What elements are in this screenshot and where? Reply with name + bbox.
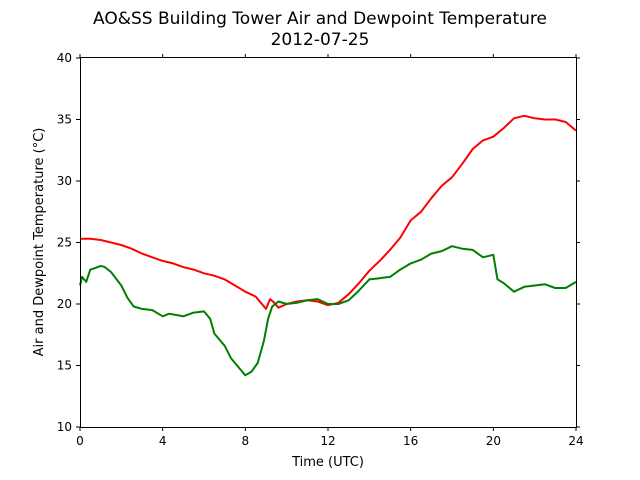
y-axis-label: Air and Dewpoint Temperature (°C) — [32, 128, 47, 357]
y-tick-label: 30 — [57, 174, 72, 188]
plot-lines — [79, 114, 577, 377]
plot-frame — [80, 57, 577, 428]
y-tick-label: 20 — [57, 297, 72, 311]
x-tick-label: 4 — [159, 434, 167, 448]
x-tick-label: 16 — [403, 434, 418, 448]
chart-subtitle: 2012-07-25 — [271, 30, 370, 50]
y-tick-label: 15 — [57, 359, 72, 373]
series-line-1 — [80, 114, 577, 310]
y-axis: 10 15 20 25 30 35 40 — [57, 51, 580, 434]
series-line-2 — [79, 245, 577, 377]
x-tick-label: 24 — [568, 434, 583, 448]
x-axis: 0 4 8 12 16 20 24 — [76, 54, 584, 448]
y-tick-label: 25 — [57, 236, 72, 250]
x-tick-label: 12 — [320, 434, 335, 448]
y-tick-label: 10 — [57, 420, 72, 434]
x-tick-label: 20 — [486, 434, 501, 448]
y-tick-label: 35 — [57, 113, 72, 127]
x-tick-label: 8 — [242, 434, 250, 448]
x-tick-label: 0 — [76, 434, 84, 448]
x-axis-label: Time (UTC) — [291, 455, 364, 470]
chart-title: AO&SS Building Tower Air and Dewpoint Te… — [93, 9, 547, 29]
y-tick-label: 40 — [57, 51, 72, 65]
